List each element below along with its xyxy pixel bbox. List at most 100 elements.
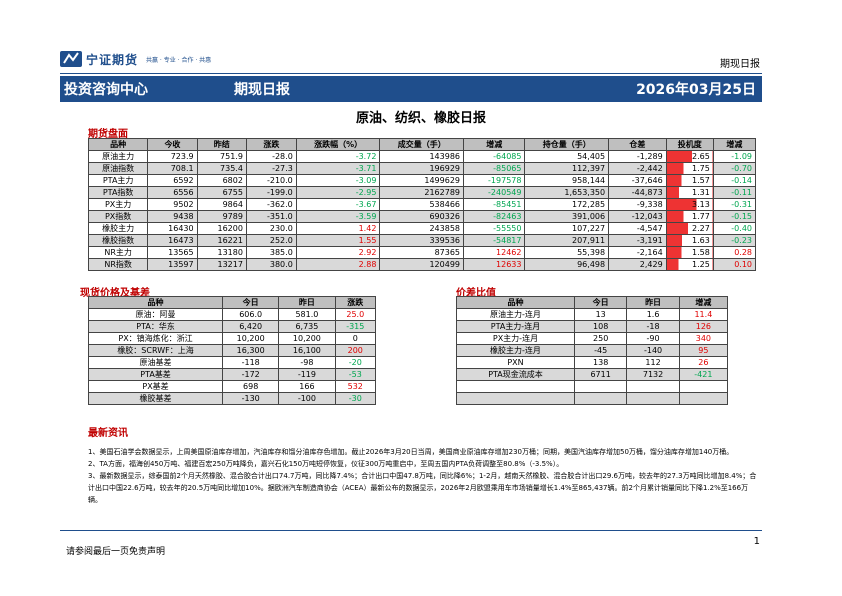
table-cell: 0.28 <box>712 246 757 259</box>
table-row: 原油指数 708.1 735.4 -27.3 -3.71 196929 -85065 112,… <box>87 162 757 175</box>
table-cell <box>678 380 729 393</box>
table-cell <box>626 392 680 405</box>
table-cell: 9438 <box>147 210 198 223</box>
table-cell: 13217 <box>196 258 247 271</box>
table-cell: 581.0 <box>278 308 336 321</box>
table-cell: 690326 <box>379 210 465 223</box>
disclaimer-note: 请参阅最后一页免责声明 <box>66 547 166 557</box>
table-cell: 原油主力-连月 <box>456 308 575 321</box>
table-cell: -100 <box>278 392 336 405</box>
table-cell: 385.0 <box>245 246 297 259</box>
table-cell: 2.88 <box>295 258 381 271</box>
table-row: 橡胶基差 -130 -100 -30 <box>87 392 377 405</box>
column-header: 今收 <box>147 138 198 151</box>
report-name: 期现日报 <box>234 82 290 98</box>
table-cell: -197578 <box>463 174 526 187</box>
column-header: 今日 <box>222 296 280 309</box>
news-section-title: 最新资讯 <box>88 428 128 439</box>
table-row: PX主力-连月 250 -90 340 <box>456 332 729 345</box>
table-row: PTA现金流成本 6711 7132 -421 <box>456 368 729 381</box>
table-cell: -3.71 <box>295 162 381 175</box>
table-cell: -119 <box>278 368 336 381</box>
news-list: 1、美国石油学会数据显示，上周美国原油库存增加，汽油库存和馏分油库存色增加。截止… <box>88 446 758 506</box>
futures-table: 品种 今收 昨结 涨跌 涨跌幅（%） 成交量（手） 增减 持仓量（手） 仓差 投机度 增减 原油主力… <box>87 138 757 271</box>
table-row: PX：镇海炼化：浙江 10,200 10,200 0 <box>87 332 377 345</box>
table-cell: 138 <box>573 356 628 369</box>
table-cell: 6,735 <box>278 320 336 333</box>
table-cell: PX基差 <box>87 380 224 393</box>
table-cell: 6802 <box>196 174 247 187</box>
table-cell: -90 <box>626 332 680 345</box>
table-cell: 708.1 <box>147 162 198 175</box>
table-cell: 1.55 <box>295 234 381 247</box>
table-row: 原油：阿曼 606.0 581.0 25.0 <box>87 308 377 321</box>
table-row: PX基差 698 166 532 <box>87 380 377 393</box>
column-header: 投机度 <box>665 138 714 151</box>
table-cell: 16200 <box>196 222 247 235</box>
table-cell: 6556 <box>147 186 198 199</box>
table-cell: 25.0 <box>334 308 377 321</box>
table-cell: 10,200 <box>278 332 336 345</box>
table-cell: 原油基差 <box>87 356 224 369</box>
table-cell: -3.59 <box>295 210 381 223</box>
table-cell: 16,100 <box>278 344 336 357</box>
table-cell: PX主力-连月 <box>456 332 575 345</box>
table-cell: PX：镇海炼化：浙江 <box>87 332 224 345</box>
table-cell: 16430 <box>147 222 198 235</box>
table-cell: 126 <box>678 320 729 333</box>
table-cell: 橡胶主力 <box>87 222 149 235</box>
column-header: 涨跌 <box>245 138 297 151</box>
table-cell: 54,405 <box>524 150 610 163</box>
table-row <box>456 380 729 393</box>
table-cell: -85065 <box>463 162 526 175</box>
table-cell: -140 <box>626 344 680 357</box>
table-cell: -1,289 <box>608 150 667 163</box>
column-header: 品种 <box>87 138 149 151</box>
table-cell: 538466 <box>379 198 465 211</box>
doc-type-label: 期现日报 <box>720 59 760 70</box>
table-cell: 200 <box>334 344 377 357</box>
table-cell: 112 <box>626 356 680 369</box>
table-cell: 0 <box>334 332 377 345</box>
table-cell: 3.13 <box>665 198 714 211</box>
table-row: PTA基差 -172 -119 -53 <box>87 368 377 381</box>
table-cell: 16,300 <box>222 344 280 357</box>
table-cell: -240549 <box>463 186 526 199</box>
table-cell: 339536 <box>379 234 465 247</box>
table-row: PTA主力 6592 6802 -210.0 -3.09 1499629 -197578 95… <box>87 174 757 187</box>
table-cell: -0.70 <box>712 162 757 175</box>
column-header: 品种 <box>87 296 224 309</box>
table-cell: 532 <box>334 380 377 393</box>
table-cell: 12462 <box>463 246 526 259</box>
page-number: 1 <box>753 536 760 547</box>
table-cell: -118 <box>222 356 280 369</box>
table-cell: 6711 <box>573 368 628 381</box>
table-cell: 1,653,350 <box>524 186 610 199</box>
column-header: 昨日 <box>626 296 680 309</box>
column-header: 涨跌幅（%） <box>295 138 381 151</box>
futures-section-title: 期货盘面 <box>88 129 128 140</box>
table-cell: 230.0 <box>245 222 297 235</box>
table-cell: -210.0 <box>245 174 297 187</box>
table-cell: 958,144 <box>524 174 610 187</box>
table-cell: 13 <box>573 308 628 321</box>
table-row: 原油主力-连月 13 1.6 11.4 <box>456 308 729 321</box>
table-row: 原油基差 -118 -98 -20 <box>87 356 377 369</box>
table-cell: 原油指数 <box>87 162 149 175</box>
table-cell: 735.4 <box>196 162 247 175</box>
table-cell: -45 <box>573 344 628 357</box>
table-cell: 250 <box>573 332 628 345</box>
table-cell: 0.10 <box>712 258 757 271</box>
table-row: PX指数 9438 9789 -351.0 -3.59 690326 -82463 391,0… <box>87 210 757 223</box>
table-cell: -199.0 <box>245 186 297 199</box>
table-cell: 橡胶指数 <box>87 234 149 247</box>
table-row: PTA指数 6556 6755 -199.0 -2.95 2162789 -240549 1,… <box>87 186 757 199</box>
table-cell: PTA现金流成本 <box>456 368 575 381</box>
table-cell: 2.65 <box>665 150 714 163</box>
table-cell: 1.31 <box>665 186 714 199</box>
company-logo: 宁证期货 共赢 · 专业 · 合作 · 共惠 <box>60 48 250 70</box>
column-header: 持仓量（手） <box>524 138 610 151</box>
table-cell: 120499 <box>379 258 465 271</box>
table-cell <box>573 392 628 405</box>
table-cell: PTA：华东 <box>87 320 224 333</box>
